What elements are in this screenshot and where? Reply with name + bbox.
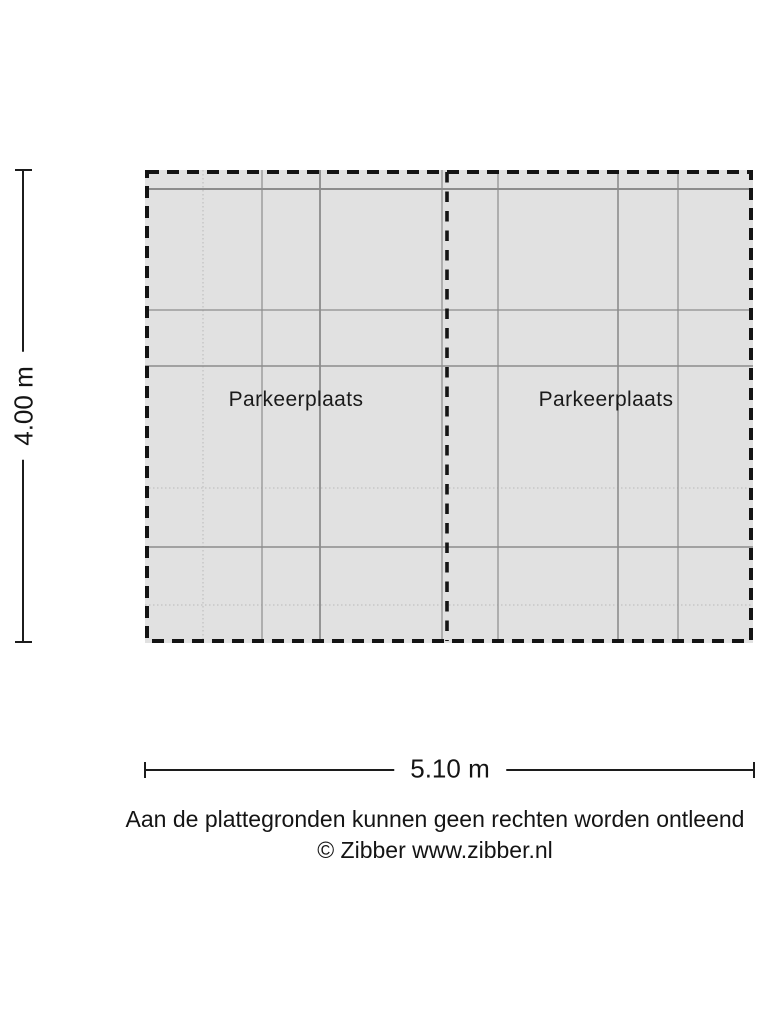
floor-area (145, 170, 753, 643)
dimension-label-height: 4.00 m (8, 352, 40, 460)
copyright-text: © Zibber www.zibber.nl (317, 837, 553, 863)
room-label-parkeerplaats-left: Parkeerplaats (228, 388, 364, 411)
dimension-tick-top (15, 169, 32, 171)
floorplan-drawing (145, 170, 753, 643)
dimension-label-width: 5.10 m (394, 753, 506, 785)
grid-lines (145, 170, 753, 643)
plan-outline-dashed (145, 170, 753, 643)
grid-lines-faint (145, 170, 753, 643)
dimension-tick-left (144, 762, 146, 778)
disclaimer-text: Aan de plattegronden kunnen geen rechten… (125, 806, 745, 832)
dimension-tick-right (753, 762, 755, 778)
footer-captions: Aan de plattegronden kunnen geen rechten… (126, 804, 745, 866)
dimension-tick-bottom (15, 641, 32, 643)
room-label-parkeerplaats-right: Parkeerplaats (538, 388, 674, 411)
